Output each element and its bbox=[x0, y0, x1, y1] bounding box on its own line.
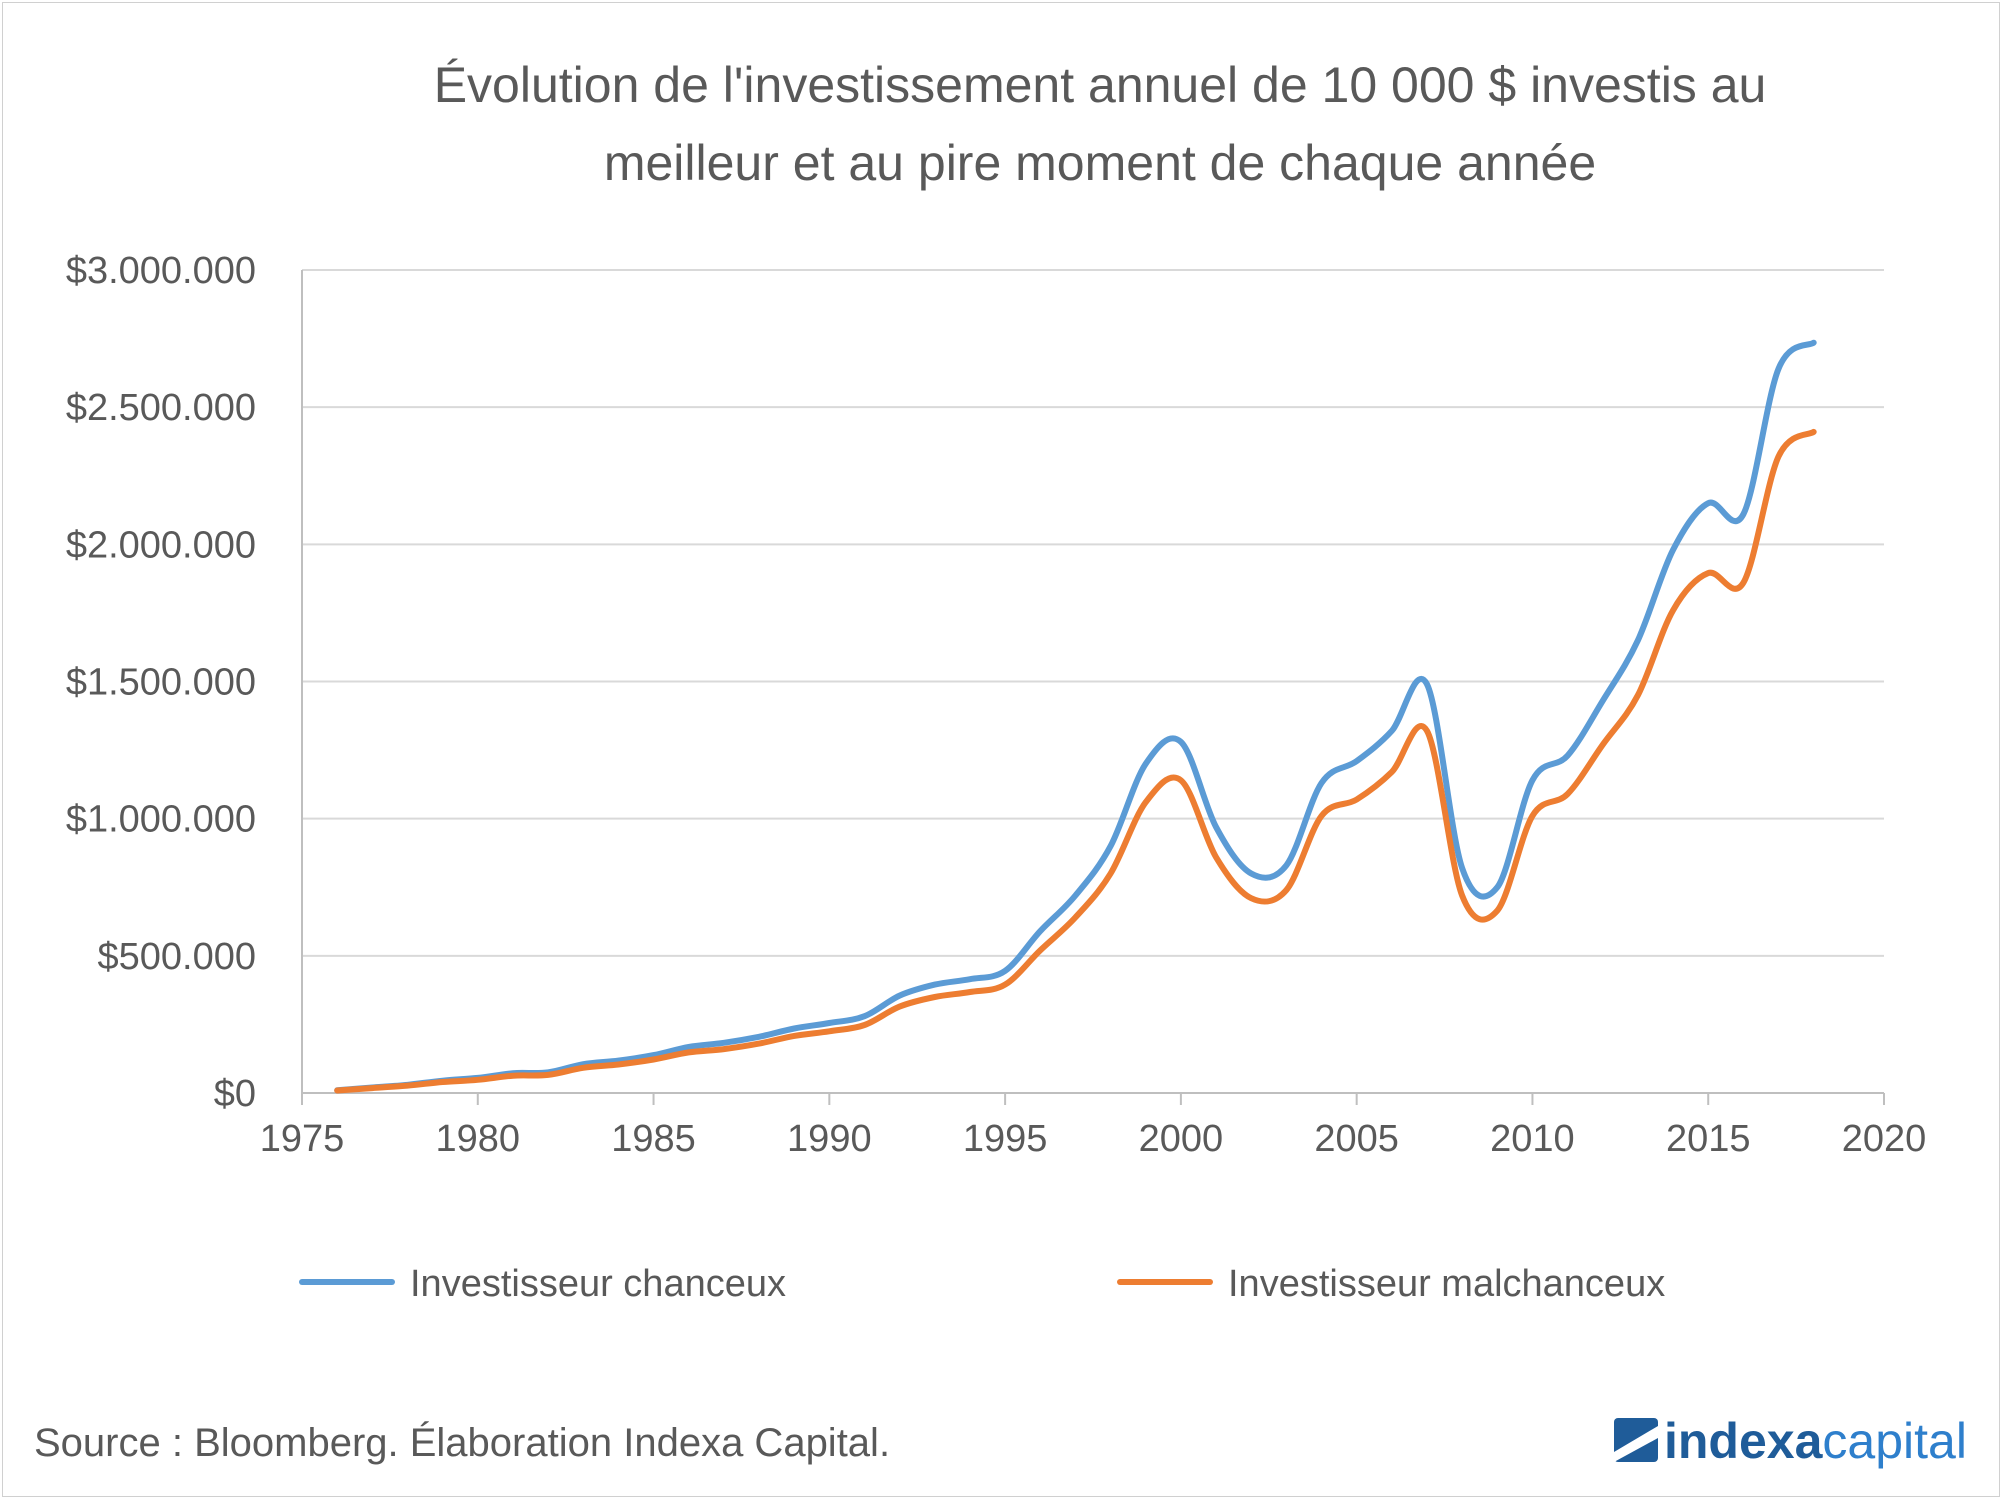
svg-text:indexacapital: indexacapital bbox=[1664, 1413, 1967, 1469]
chart-title: Évolution de l'investissement annuel de … bbox=[434, 57, 1767, 191]
y-tick-label: $2.000.000 bbox=[66, 524, 256, 566]
series-line-lucky bbox=[334, 339, 1817, 1094]
series-lines bbox=[334, 339, 1817, 1094]
x-tick-label: 2020 bbox=[1842, 1118, 1927, 1160]
logo-mark-icon bbox=[1614, 1418, 1658, 1462]
y-tick-label: $1.500.000 bbox=[66, 662, 256, 704]
logo-text-capital: capital bbox=[1822, 1413, 1967, 1469]
chart-title-line-1: Évolution de l'investissement annuel de … bbox=[434, 57, 1767, 113]
x-tick-label: 2010 bbox=[1490, 1118, 1575, 1160]
y-tick-label: $3.000.000 bbox=[66, 250, 256, 292]
y-tick-label: $1.000.000 bbox=[66, 799, 256, 841]
series-line-unlucky bbox=[334, 428, 1817, 1094]
x-tick-label: 1990 bbox=[787, 1118, 872, 1160]
x-axis-ticks: 1975 1980 1985 1990 1995 2000 2005 2010 2015 2020 bbox=[260, 1093, 1927, 1160]
y-tick-label: $2.500.000 bbox=[66, 387, 256, 429]
x-tick-label: 2015 bbox=[1666, 1118, 1751, 1160]
indexa-capital-logo: indexacapital bbox=[1614, 1413, 1967, 1469]
x-tick-label: 1975 bbox=[260, 1118, 345, 1160]
x-tick-label: 1980 bbox=[436, 1118, 521, 1160]
legend: Investisseur chanceux Investisseur malch… bbox=[299, 1263, 1665, 1305]
chart-title-line-2: meilleur et au pire moment de chaque ann… bbox=[604, 135, 1596, 191]
y-axis-ticks: $0 $500.000 $1.000.000 $1.500.000 $2.000.000… bbox=[66, 250, 256, 1115]
x-tick-label: 2005 bbox=[1314, 1118, 1399, 1160]
x-tick-label: 1995 bbox=[963, 1118, 1048, 1160]
axes bbox=[301, 270, 1884, 1094]
source-note: Source : Bloomberg. Élaboration Indexa C… bbox=[34, 1420, 890, 1465]
grid-lines bbox=[302, 269, 1884, 957]
y-tick-label: $0 bbox=[214, 1073, 256, 1115]
logo-text-indexa: indexa bbox=[1664, 1413, 1824, 1469]
legend-label-unlucky: Investisseur malchanceux bbox=[1228, 1263, 1665, 1305]
legend-label-lucky: Investisseur chanceux bbox=[410, 1263, 786, 1305]
y-tick-label: $500.000 bbox=[98, 936, 257, 978]
x-tick-label: 1985 bbox=[611, 1118, 696, 1160]
x-tick-label: 2000 bbox=[1139, 1118, 1224, 1160]
